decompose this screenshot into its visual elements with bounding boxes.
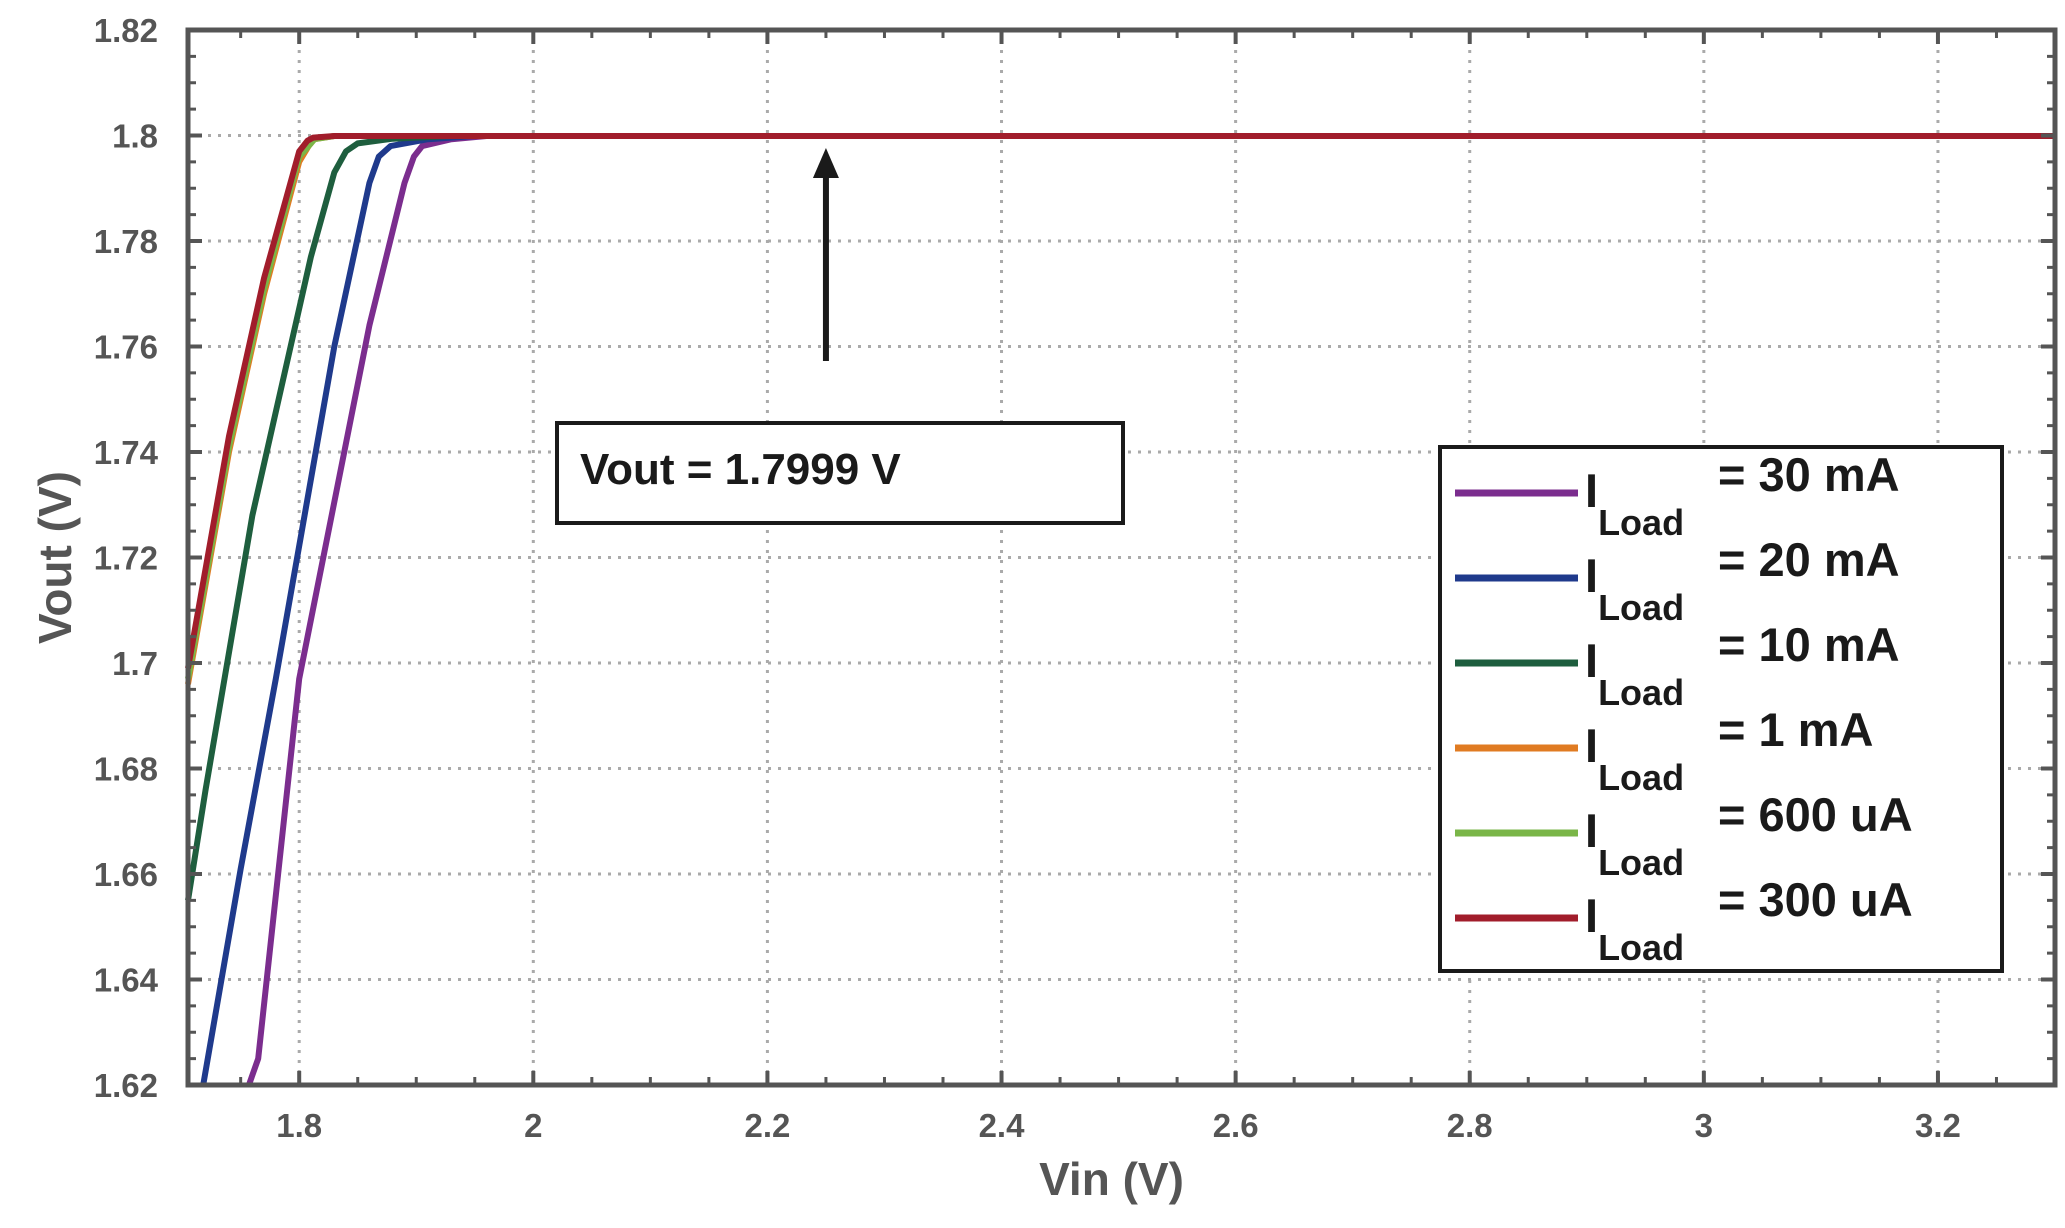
legend-label-value: = 300 uA (1718, 873, 1913, 926)
axis-ticks: 1.62 1.64 1.66 1.68 1.7 1.72 1.74 1.76 1.78 1.8 1.… (94, 12, 2057, 1144)
x-tick-label: 2.4 (979, 1107, 1026, 1144)
x-tick-label: 3.2 (1915, 1107, 1961, 1144)
legend-label-sub: Load (1598, 587, 1684, 628)
x-tick-label: 2.8 (1447, 1107, 1493, 1144)
legend-label-3: ILoad = 1 mA (1585, 703, 1873, 798)
y-tick-label: 1.7 (112, 645, 158, 682)
x-tick-label: 2 (524, 1107, 542, 1144)
x-tick-label: 2.6 (1213, 1107, 1259, 1144)
x-tick-label: 2.2 (744, 1107, 790, 1144)
legend-label-value: = 20 mA (1718, 533, 1900, 586)
legend-label-sub: Load (1598, 757, 1684, 798)
legend-label-value: = 600 uA (1718, 788, 1913, 841)
legend-label-main: I (1585, 464, 1598, 517)
legend-label-0: ILoad = 30 mA (1585, 448, 1900, 543)
y-tick-label: 1.8 (112, 118, 158, 155)
annotation-box (555, 421, 1125, 525)
annotation: Vout = 1.7999 V (555, 148, 1125, 525)
y-tick-label: 1.78 (94, 223, 158, 260)
legend-label-value: = 10 mA (1718, 618, 1900, 671)
legend-label-main: I (1585, 549, 1598, 602)
legend-label-sub: Load (1598, 672, 1684, 713)
y-tick-label: 1.76 (94, 329, 158, 366)
legend-label-value: = 1 mA (1718, 703, 1873, 756)
y-tick-label: 1.68 (94, 751, 158, 788)
annotation-text: Vout = 1.7999 V (580, 445, 901, 494)
y-tick-label: 1.74 (94, 434, 159, 471)
legend-label-sub: Load (1598, 927, 1684, 968)
series-lines (185, 133, 2055, 1086)
x-tick-label: 1.8 (276, 1107, 322, 1144)
legend-label-4: ILoad = 600 uA (1585, 788, 1913, 883)
y-tick-label: 1.72 (94, 540, 158, 577)
legend-box (1438, 445, 2004, 973)
annotation-arrowhead (812, 148, 839, 179)
y-tick-label: 1.66 (94, 856, 158, 893)
x-axis-title: Vin (V) (1039, 1153, 1184, 1205)
legend-label-sub: Load (1598, 502, 1684, 543)
y-tick-label: 1.64 (94, 962, 159, 999)
x-tick-label: 3 (1695, 1107, 1713, 1144)
legend-label-main: I (1585, 889, 1598, 942)
series-line-5 (185, 133, 2055, 669)
legend-label-main: I (1585, 804, 1598, 857)
legend-label-2: ILoad = 10 mA (1585, 618, 1900, 713)
legend-label-main: I (1585, 719, 1598, 772)
legend-label-main: I (1585, 634, 1598, 687)
legend-label-5: ILoad = 300 uA (1585, 873, 1913, 968)
y-tick-label: 1.82 (94, 12, 158, 49)
legend-label-sub: Load (1598, 842, 1684, 883)
y-tick-label: 1.62 (94, 1067, 158, 1104)
y-axis-title: Vout (V) (29, 471, 81, 644)
legend-label-value: = 30 mA (1718, 448, 1900, 501)
legend-label-1: ILoad = 20 mA (1585, 533, 1900, 628)
